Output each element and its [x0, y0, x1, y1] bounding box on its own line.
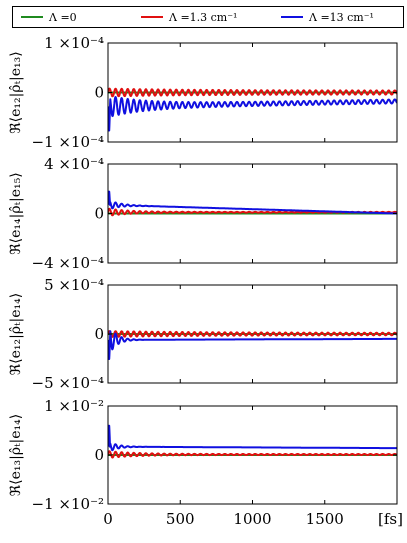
x-axis-unit: [fs] — [378, 510, 403, 528]
legend-label-3: Λ =13 cm⁻¹ — [309, 10, 374, 24]
y-tick-label: 1 ×10⁻² — [44, 397, 104, 415]
y-tick-label: 1 ×10⁻⁴ — [44, 34, 104, 52]
series-line-3 — [108, 424, 397, 452]
series-line-3 — [108, 330, 397, 360]
y-tick-label: 0 — [94, 84, 104, 102]
panel-2-series — [108, 190, 397, 217]
y-tick-label: 0 — [94, 325, 104, 343]
legend-entry-2: Λ =1.3 cm⁻¹ — [141, 9, 237, 25]
legend-line-1 — [21, 16, 43, 18]
x-axis: 0 500 1000 1500 [fs] — [103, 510, 403, 528]
panel-4: 1 ×10⁻² 0 −1 ×10⁻² ℜ⟨e₁₃|ρ̂ₜ|e₁₄⟩ — [8, 397, 398, 513]
panel-3: 5 ×10⁻⁴ 0 −5 ×10⁻⁴ ℜ⟨e₁₂|ρ̂ₜ|e₁₄⟩ — [8, 276, 398, 392]
panel-4-series — [108, 424, 397, 459]
legend-label-2: Λ =1.3 cm⁻¹ — [169, 10, 238, 24]
series-line-3 — [108, 190, 397, 215]
y-tick-label: −1 ×10⁻⁴ — [32, 133, 104, 151]
x-tick-label: 1500 — [306, 510, 344, 528]
legend-line-3 — [281, 16, 303, 18]
y-tick-label: 5 ×10⁻⁴ — [44, 276, 104, 294]
y-tick-label: 4 ×10⁻⁴ — [44, 155, 104, 173]
y-tick-label: −1 ×10⁻² — [32, 495, 104, 513]
x-tick-label: 500 — [166, 510, 195, 528]
x-tick-label: 0 — [103, 510, 113, 528]
y-axis-label: ℜ⟨e₁₃|ρ̂ₜ|e₁₄⟩ — [8, 414, 24, 496]
y-tick-label: 0 — [94, 446, 104, 464]
legend-line-2 — [141, 16, 163, 18]
panel-3-series — [108, 330, 397, 360]
y-tick-label: −4 ×10⁻⁴ — [32, 254, 104, 272]
y-tick-label: −5 ×10⁻⁴ — [32, 374, 104, 392]
y-axis-label: ℜ⟨e₁₂|ρ̂ₜ|e₁₃⟩ — [8, 51, 24, 133]
panel-2: 4 ×10⁻⁴ 0 −4 ×10⁻⁴ ℜ⟨e₁₄|ρ̂ₜ|e₁₅⟩ — [8, 155, 398, 272]
series-line-3 — [108, 96, 397, 132]
panels: 1 ×10⁻⁴ 0 −1 ×10⁻⁴ ℜ⟨e₁₂|ρ̂ₜ|e₁₃⟩ 4 ×10⁻⁴ 0 −4… — [8, 34, 398, 513]
legend-entry-1: Λ =0 — [21, 9, 77, 25]
y-axis-label: ℜ⟨e₁₂|ρ̂ₜ|e₁₄⟩ — [8, 293, 24, 375]
legend-entry-3: Λ =13 cm⁻¹ — [281, 9, 374, 25]
x-tick-label: 1000 — [233, 510, 271, 528]
series-line-2 — [108, 450, 397, 459]
y-axis-label: ℜ⟨e₁₄|ρ̂ₜ|e₁₅⟩ — [8, 172, 24, 254]
series-line-2 — [108, 330, 397, 338]
legend: Λ =0 Λ =1.3 cm⁻¹ Λ =13 cm⁻¹ — [12, 6, 404, 28]
panel-1: 1 ×10⁻⁴ 0 −1 ×10⁻⁴ ℜ⟨e₁₂|ρ̂ₜ|e₁₃⟩ — [8, 34, 398, 151]
y-tick-label: 0 — [94, 205, 104, 223]
legend-label-1: Λ =0 — [49, 10, 77, 24]
panel-1-series — [108, 87, 397, 132]
series-line-2 — [108, 87, 397, 98]
